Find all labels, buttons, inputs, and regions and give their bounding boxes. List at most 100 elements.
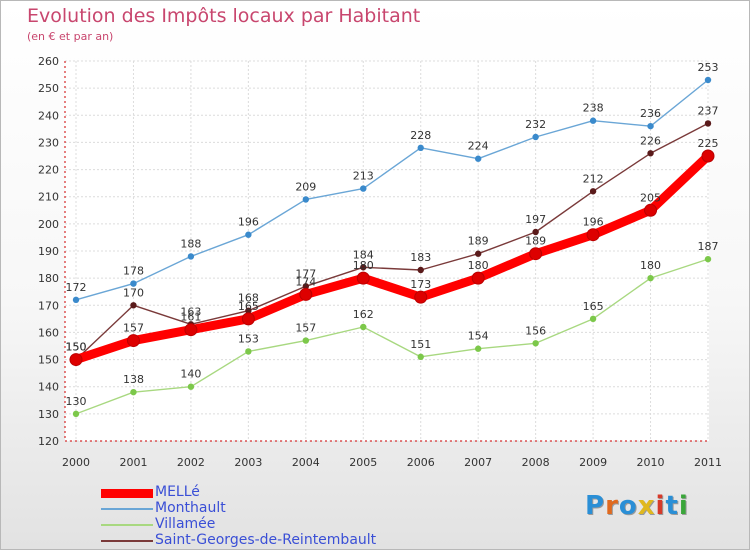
x-tick-label: 2006 <box>407 456 435 469</box>
data-label: 212 <box>583 172 604 185</box>
y-tick-label: 130 <box>38 408 59 421</box>
series-line <box>75 122 709 361</box>
legend-swatch <box>101 488 153 498</box>
x-tick-label: 2000 <box>62 456 90 469</box>
data-point <box>360 264 367 271</box>
data-label: 236 <box>640 107 661 120</box>
data-point <box>302 283 310 290</box>
data-label: 165 <box>583 300 604 313</box>
data-point <box>69 353 83 367</box>
data-label: 154 <box>468 330 489 343</box>
legend-swatch <box>101 540 153 542</box>
data-label: 205 <box>640 191 661 204</box>
data-point <box>245 231 252 238</box>
data-label: 140 <box>180 368 201 381</box>
data-label: 157 <box>123 322 144 335</box>
data-label: 184 <box>353 248 374 261</box>
data-label: 188 <box>180 237 201 250</box>
data-point <box>187 253 195 260</box>
series-line <box>71 151 713 365</box>
data-point <box>302 337 310 344</box>
data-point <box>532 133 539 141</box>
y-tick-label: 260 <box>38 55 59 68</box>
x-tick-label: 2002 <box>177 456 205 469</box>
data-point <box>704 255 712 263</box>
data-point <box>417 266 424 274</box>
data-label: 180 <box>468 259 489 272</box>
x-tick-label: 2003 <box>234 456 262 469</box>
data-point <box>589 315 597 323</box>
data-point <box>474 155 482 162</box>
data-label: 209 <box>295 180 316 193</box>
data-label: 174 <box>295 275 316 288</box>
data-label: 168 <box>238 292 259 305</box>
x-tick-label: 2005 <box>349 456 377 469</box>
data-point <box>72 296 80 304</box>
data-label: 173 <box>410 278 431 291</box>
data-point <box>184 323 198 337</box>
chart-title: Evolution des Impôts locaux par Habitant <box>27 5 421 27</box>
data-label: 170 <box>123 286 144 299</box>
y-tick-label: 150 <box>38 354 59 367</box>
data-label: 183 <box>410 251 431 264</box>
data-label: 180 <box>353 259 374 272</box>
data-point <box>72 410 80 418</box>
data-point <box>417 353 424 361</box>
data-label: 150 <box>66 341 87 354</box>
data-point <box>417 144 424 152</box>
data-point <box>245 348 252 355</box>
data-label: 180 <box>640 259 661 272</box>
data-label: 224 <box>468 140 489 153</box>
data-point <box>529 247 543 261</box>
data-point <box>414 290 428 304</box>
y-tick-label: 220 <box>38 164 59 177</box>
data-label: 225 <box>698 137 719 150</box>
data-point <box>356 271 370 285</box>
data-label: 197 <box>525 213 546 226</box>
data-point <box>245 307 252 314</box>
legend-label: MELLé <box>155 484 200 500</box>
legend-swatch <box>101 524 153 526</box>
x-tick-label: 2001 <box>119 456 147 469</box>
data-label: 157 <box>295 322 316 335</box>
y-tick-label: 190 <box>38 245 59 258</box>
series-line <box>75 79 709 301</box>
data-label: 253 <box>698 61 719 74</box>
data-label: 172 <box>66 281 87 294</box>
y-tick-label: 120 <box>38 435 59 448</box>
data-label: 150 <box>66 341 87 354</box>
data-point <box>644 203 658 217</box>
data-label: 189 <box>468 235 489 248</box>
y-tick-label: 160 <box>38 326 59 339</box>
legend-label: Saint-Georges-de-Reintembault <box>155 532 377 548</box>
y-tick-label: 200 <box>38 218 59 231</box>
data-point <box>474 345 482 352</box>
data-point <box>241 312 255 326</box>
data-point <box>187 383 195 390</box>
data-point <box>586 228 600 242</box>
x-tick-label: 2011 <box>694 456 722 469</box>
data-label: 189 <box>525 235 546 248</box>
data-label: 213 <box>353 170 374 183</box>
data-label: 138 <box>123 373 144 386</box>
data-label: 165 <box>238 300 259 313</box>
data-point <box>589 188 597 195</box>
data-label: 156 <box>525 324 546 337</box>
x-tick-label: 2004 <box>292 456 320 469</box>
proxiti-logo: Proxiti <box>585 491 689 521</box>
y-tick-label: 250 <box>38 82 59 95</box>
legend-label: Monthault <box>155 500 226 516</box>
y-tick-label: 240 <box>38 109 59 122</box>
data-point <box>130 302 137 309</box>
data-label: 226 <box>640 134 661 147</box>
data-label: 130 <box>66 395 87 408</box>
y-tick-label: 210 <box>38 191 59 204</box>
data-label: 162 <box>353 308 374 321</box>
data-point <box>647 150 654 157</box>
y-tick-label: 180 <box>38 272 59 285</box>
data-point <box>589 117 597 124</box>
data-label: 177 <box>295 267 316 280</box>
data-point <box>302 196 310 203</box>
series-line <box>75 258 709 415</box>
x-tick-label: 2007 <box>464 456 492 469</box>
